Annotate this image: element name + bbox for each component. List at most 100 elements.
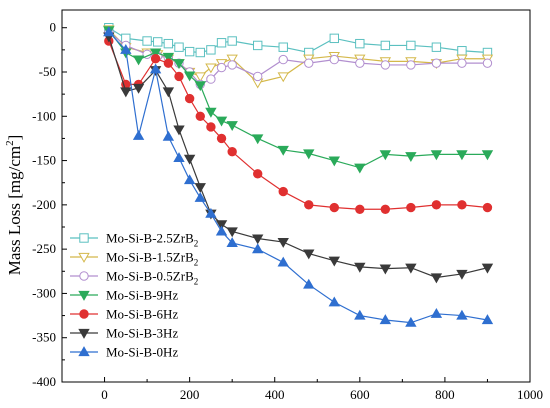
data-point	[481, 150, 494, 161]
data-point	[456, 309, 468, 320]
data-point	[252, 134, 264, 145]
legend-marker	[79, 309, 89, 319]
y-tick-label: 0	[50, 20, 57, 35]
x-axis-ticks: 0 200 400 600 800 1000	[61, 377, 543, 402]
data-point	[380, 204, 391, 214]
data-point	[481, 314, 494, 325]
data-point	[430, 150, 443, 161]
data-point	[173, 125, 185, 136]
data-point	[457, 46, 467, 56]
data-point	[162, 130, 175, 141]
data-point	[431, 200, 442, 210]
data-point	[132, 129, 145, 140]
legend-marker	[78, 252, 90, 263]
data-point	[215, 220, 228, 231]
data-point	[252, 234, 264, 245]
data-point	[482, 202, 493, 213]
x-tick-label: 0	[101, 387, 108, 402]
data-point	[253, 71, 263, 82]
series-0	[104, 23, 493, 58]
data-point	[405, 316, 417, 327]
data-point	[216, 62, 227, 73]
data-point	[153, 37, 163, 47]
data-point	[173, 59, 185, 69]
data-point	[329, 33, 339, 44]
legend-label: Mo-Si-B-2.5ZrB2	[106, 231, 198, 249]
data-point	[226, 237, 238, 248]
data-point	[354, 262, 366, 273]
data-point	[430, 273, 443, 284]
data-point	[183, 71, 196, 82]
data-point	[194, 72, 206, 83]
data-point	[194, 183, 206, 193]
data-point	[328, 156, 340, 167]
data-point	[184, 46, 195, 57]
data-point	[304, 200, 314, 210]
y-axis-ticks: 0 -50 -100 -150 -200 -250 -300 -350 -400	[32, 20, 67, 389]
data-point	[379, 314, 392, 325]
x-tick-label: 400	[265, 387, 285, 402]
data-point	[253, 169, 263, 179]
data-point	[481, 263, 494, 274]
data-point	[163, 38, 174, 49]
data-point	[226, 121, 238, 131]
data-point	[406, 40, 416, 51]
data-point	[252, 243, 264, 254]
data-point	[278, 54, 288, 65]
data-point	[277, 237, 289, 248]
data-point	[174, 42, 184, 52]
data-point	[206, 45, 216, 55]
data-point	[149, 48, 162, 59]
data-point	[406, 202, 416, 213]
y-tick-label: -150	[32, 153, 56, 168]
data-point	[405, 152, 417, 162]
legend-label: Mo-Si-B-6Hz	[106, 307, 178, 322]
data-point	[355, 204, 365, 214]
data-point	[328, 256, 340, 267]
data-point	[103, 26, 115, 37]
data-point	[303, 278, 315, 289]
data-point	[329, 54, 339, 65]
x-tick-label: 800	[435, 387, 455, 402]
data-point	[456, 150, 468, 161]
data-point	[303, 249, 315, 260]
data-point	[278, 186, 288, 197]
y-tick-label: -100	[32, 108, 56, 123]
data-point	[163, 58, 174, 68]
legend-marker	[79, 233, 89, 243]
legend-label: Mo-Si-B-3Hz	[106, 326, 178, 341]
data-point	[457, 58, 467, 68]
data-point	[277, 72, 289, 83]
data-point	[173, 152, 185, 162]
data-point	[215, 225, 228, 236]
data-point	[355, 58, 365, 68]
data-point	[380, 40, 391, 51]
data-point	[277, 145, 289, 156]
legend-item: Mo-Si-B-6Hz	[70, 307, 178, 322]
y-axis-title: Mass Loss [mg/cm2]	[4, 135, 24, 276]
data-point	[216, 133, 227, 144]
y-tick-label: -300	[32, 285, 56, 300]
data-point	[183, 174, 196, 185]
y-tick-label: -200	[32, 197, 56, 212]
data-point	[278, 42, 288, 52]
legend-item: Mo-Si-B-3Hz	[70, 326, 178, 341]
data-point	[205, 63, 217, 74]
data-point	[457, 200, 467, 210]
data-point	[304, 58, 314, 68]
y-tick-label: -50	[39, 64, 56, 79]
data-point	[205, 207, 217, 218]
data-point	[277, 256, 289, 267]
data-point	[227, 36, 237, 46]
data-point	[406, 60, 416, 70]
legend-label: Mo-Si-B-1.5ZrB2	[106, 250, 198, 268]
data-point	[162, 87, 175, 98]
data-point	[354, 309, 366, 320]
data-point	[482, 58, 493, 68]
data-point	[194, 191, 206, 202]
x-tick-label: 1000	[517, 387, 543, 402]
data-point	[194, 81, 206, 92]
data-point	[150, 54, 161, 64]
data-point	[215, 116, 228, 127]
data-point	[206, 122, 216, 132]
